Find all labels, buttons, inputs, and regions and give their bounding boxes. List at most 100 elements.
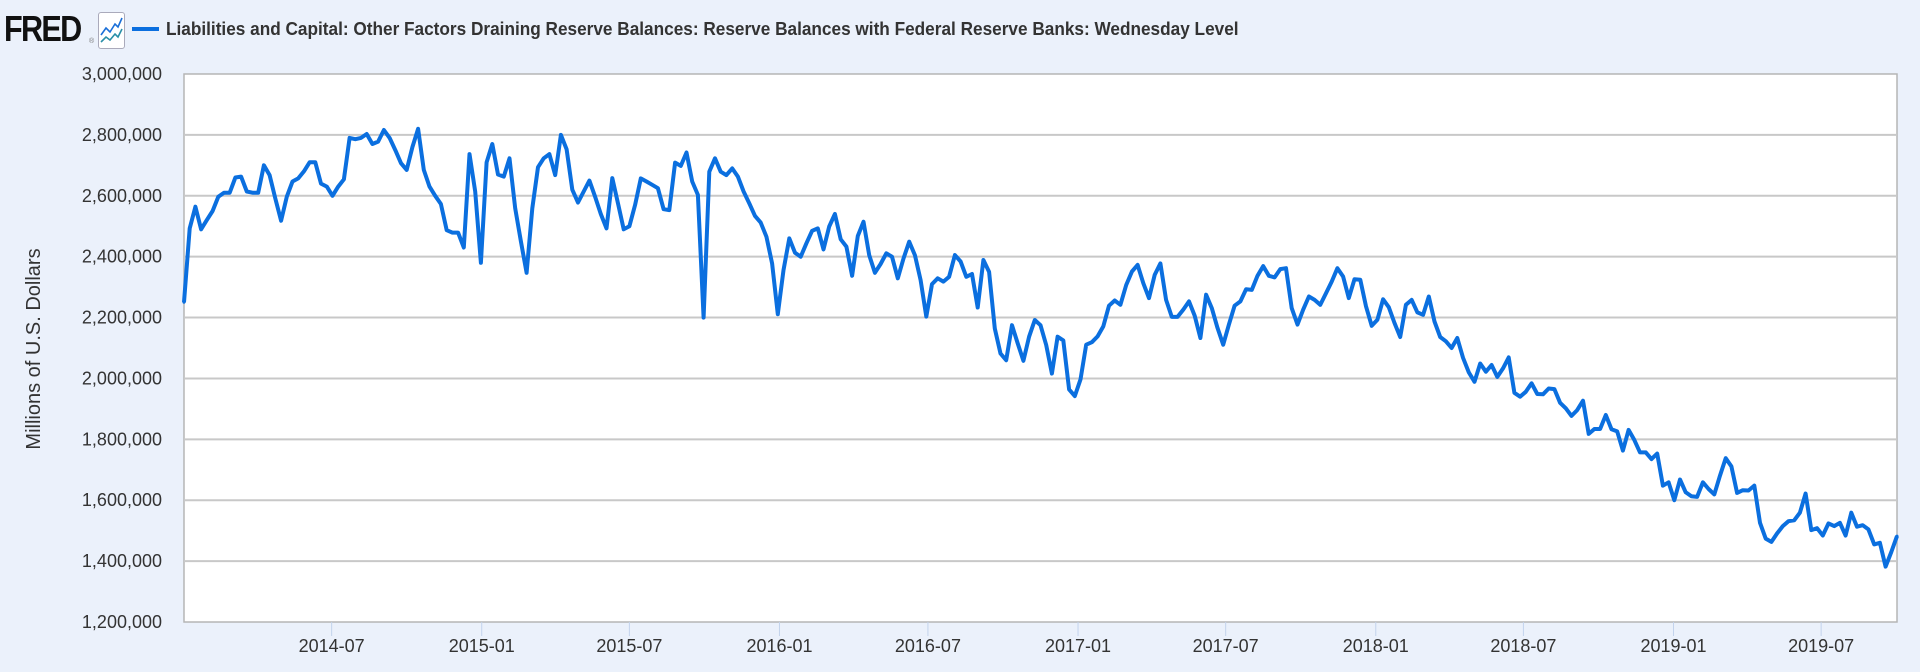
data-point [1684, 490, 1688, 494]
data-point [799, 255, 803, 259]
data-point [1027, 335, 1031, 339]
data-point [508, 156, 511, 160]
data-point [1735, 491, 1739, 495]
data-point [1530, 381, 1534, 385]
data-point [1792, 518, 1796, 522]
data-point [1712, 492, 1716, 496]
data-point [1301, 308, 1305, 312]
data-point [370, 142, 374, 146]
data-point [530, 206, 534, 210]
data-point [319, 182, 323, 186]
data-point [1427, 295, 1431, 298]
data-point [1678, 478, 1682, 481]
data-point [953, 253, 957, 257]
x-tick-label: 2018-01 [1343, 636, 1409, 656]
gridlines [184, 133, 1897, 563]
data-point [547, 152, 551, 156]
data-point [650, 183, 654, 187]
data-point [496, 173, 500, 176]
data-point [1101, 324, 1105, 328]
data-point [639, 176, 643, 180]
data-point [1170, 315, 1174, 319]
data-point [1849, 511, 1853, 515]
data-point [1809, 528, 1813, 532]
data-point [1889, 550, 1893, 554]
data-point [919, 278, 923, 282]
data-point [1473, 380, 1476, 384]
data-point [245, 190, 249, 193]
data-point [1450, 346, 1454, 350]
y-tick-label: 1,600,000 [82, 490, 162, 510]
data-point [1855, 525, 1859, 529]
data-point [1147, 296, 1151, 300]
data-point [1535, 392, 1539, 396]
data-point [513, 206, 517, 210]
data-point [1415, 310, 1419, 314]
data-point [622, 227, 626, 231]
data-point [1644, 450, 1648, 454]
data-point [616, 201, 620, 205]
data-point [879, 262, 883, 266]
data-point [599, 212, 603, 216]
data-point [770, 261, 774, 265]
data-point [1250, 288, 1254, 292]
data-point [776, 312, 780, 316]
data-point [902, 257, 905, 260]
data-point [1455, 336, 1459, 340]
data-point [804, 241, 808, 245]
data-point [302, 169, 306, 173]
data-point [1330, 280, 1334, 284]
data-point [1335, 266, 1339, 270]
data-point [1113, 299, 1117, 302]
data-point [673, 161, 677, 165]
data-point [1832, 524, 1836, 528]
data-point [291, 180, 294, 183]
data-point [1467, 370, 1471, 374]
data-point [1198, 336, 1202, 340]
data-point [1758, 521, 1762, 525]
data-point [428, 185, 431, 189]
data-point [833, 212, 837, 216]
y-axis-label: Millions of U.S. Dollars [23, 248, 45, 449]
data-point [1872, 542, 1876, 546]
data-point [1387, 305, 1391, 309]
data-point [633, 203, 637, 207]
legend-swatch [132, 27, 159, 31]
data-point [502, 175, 506, 179]
data-point [999, 352, 1002, 355]
data-point [1061, 338, 1065, 342]
data-point [896, 276, 900, 280]
data-point [1204, 293, 1208, 297]
data-point [1764, 537, 1768, 541]
data-point [1141, 281, 1145, 285]
x-tick-label: 2015-01 [449, 636, 515, 656]
legend-label: Liabilities and Capital: Other Factors D… [166, 18, 1239, 39]
x-tick-label: 2014-07 [299, 636, 365, 656]
data-point [764, 235, 768, 239]
data-point [884, 251, 888, 255]
data-point [359, 136, 363, 140]
data-point [336, 185, 340, 189]
data-point [216, 195, 220, 199]
data-point [1176, 315, 1179, 319]
data-point [696, 193, 700, 197]
data-point [256, 191, 260, 195]
data-point [1193, 314, 1197, 318]
data-point [468, 152, 471, 156]
data-point [1507, 355, 1511, 359]
y-tick-label: 1,800,000 [82, 429, 162, 449]
data-point [1221, 343, 1225, 347]
data-point [1398, 335, 1402, 339]
data-point [759, 221, 763, 225]
data-point [433, 194, 437, 198]
data-point [1604, 413, 1608, 417]
data-point [627, 224, 631, 228]
data-point [1136, 263, 1140, 267]
data-point [593, 195, 597, 199]
data-point [1244, 287, 1248, 291]
data-point [479, 261, 483, 265]
data-point [867, 253, 871, 257]
fred-logo[interactable]: FRED [4, 10, 82, 48]
data-point [553, 173, 557, 177]
data-point [1724, 456, 1728, 460]
